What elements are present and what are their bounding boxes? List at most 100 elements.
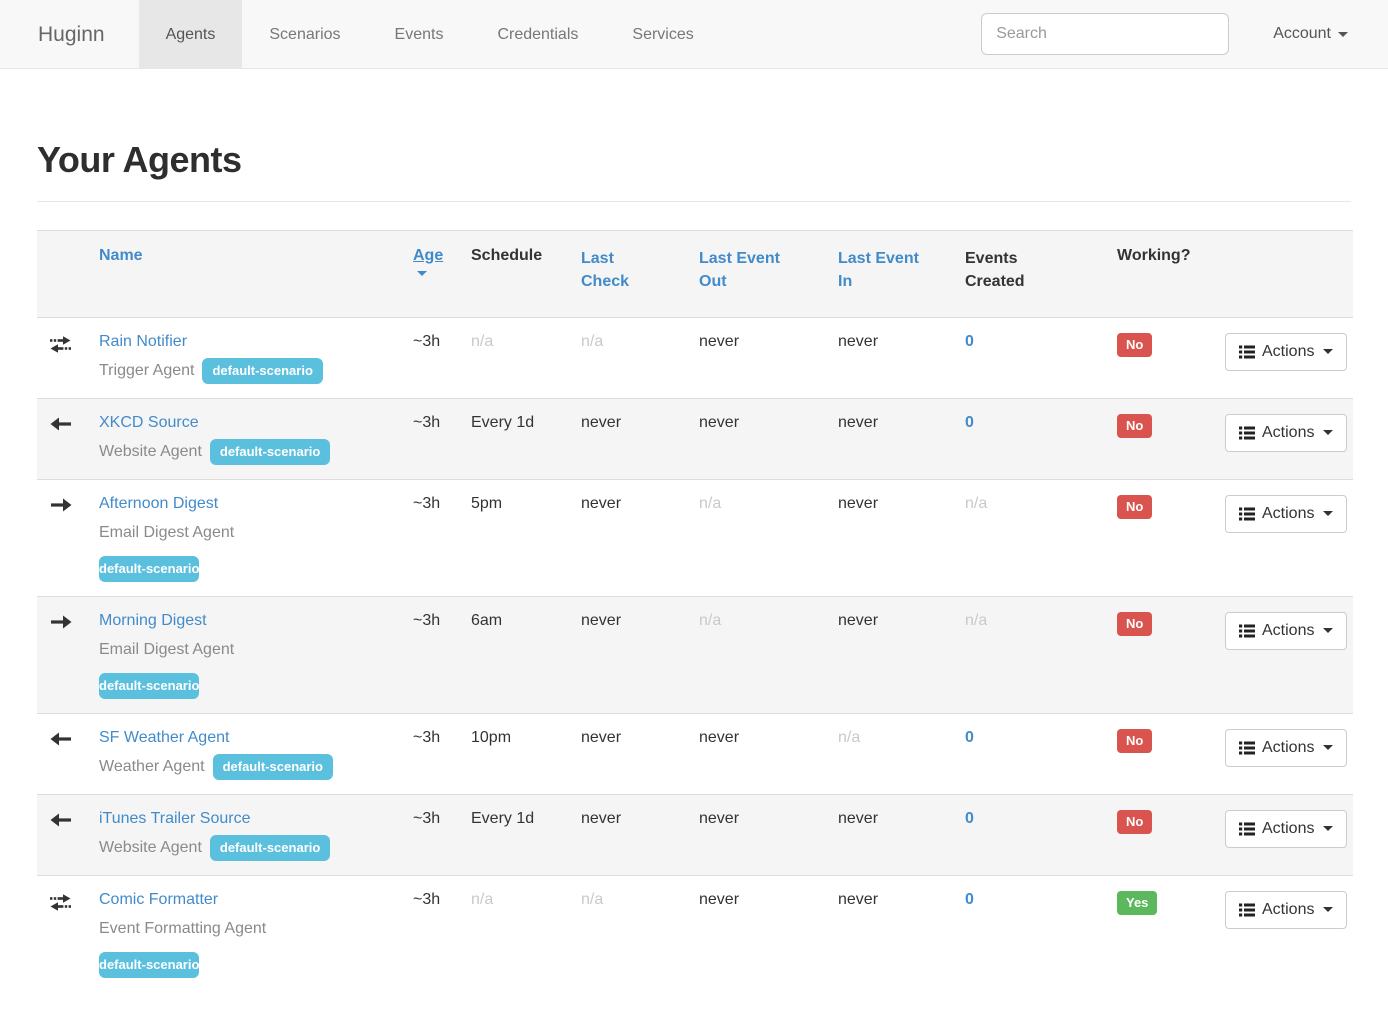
agent-subline: Email Digest Agent default-scenario [99,520,397,583]
agent-name-link[interactable]: Morning Digest [99,612,207,630]
title-divider [37,201,1351,202]
last-check-cell: never [573,398,691,480]
actions-button-label: Actions [1262,901,1315,919]
scenario-badge[interactable]: default-scenario [209,835,331,862]
table-header-row: Name Age Schedule Last Check Last Event … [37,229,1353,319]
agent-row: SF Weather Agent Weather Agent default-sc… [37,713,1353,795]
agent-name-link[interactable]: Comic Formatter [99,891,219,909]
agent-type-label: Trigger Agent [99,362,195,380]
agent-flow-cell [37,875,91,993]
working-header-label: Working? [1117,247,1191,264]
nav-item-events[interactable]: Events [394,26,444,43]
actions-button[interactable]: Actions [1225,333,1348,371]
agent-name-link[interactable]: Afternoon Digest [99,495,219,513]
agent-flow-cell [37,794,91,876]
schedule-cell: Every 1d [463,794,573,876]
scenario-badge[interactable]: default-scenario [209,439,331,466]
actions-cell: Actions [1217,318,1353,399]
agent-name-link[interactable]: iTunes Trailer Source [99,810,251,828]
events-created-cell: 0 [957,794,1109,876]
actions-button[interactable]: Actions [1225,810,1348,848]
scenario-badge[interactable]: default-scenario [99,673,200,700]
agent-name-link[interactable]: Rain Notifier [99,333,188,351]
age-cell: ~3h [405,479,463,597]
agent-name-cell: iTunes Trailer Source Website Agent defau… [91,794,405,876]
scenario-badge[interactable]: default-scenario [212,754,333,781]
working-cell: No [1109,794,1217,876]
agent-subline: Website Agent default-scenario [99,439,397,466]
brand-link[interactable]: Huginn [38,23,105,46]
scenario-badge[interactable]: default-scenario [99,952,200,979]
agent-name-cell: Comic Formatter Event Formatting Agent de… [91,875,405,993]
events-created-cell: 0 [957,398,1109,480]
bidirectional-arrows-icon [50,336,71,354]
list-icon [1239,741,1255,755]
account-menu[interactable]: Account [1273,25,1348,43]
actions-button-label: Actions [1262,739,1315,757]
working-status-badge: Yes [1117,891,1158,916]
actions-button[interactable]: Actions [1225,729,1348,767]
last-event-in-cell: never [830,596,957,714]
events-created-link[interactable]: 0 [965,414,974,432]
main-content: Your Agents Name Age Schedule Last Check… [0,139,1388,1032]
sort-by-name-link[interactable]: Name [99,247,143,264]
nav-item-credentials[interactable]: Credentials [497,26,579,43]
agent-name-link[interactable]: XKCD Source [99,414,199,432]
agent-row: Comic Formatter Event Formatting Agent de… [37,875,1353,993]
nav-item-scenarios[interactable]: Scenarios [269,26,341,43]
navbar: Huginn Agents Scenarios Events Credentia… [0,0,1388,69]
actions-button[interactable]: Actions [1225,495,1348,533]
last-event-in-cell: never [830,398,957,480]
column-header-events-created: Events Created [957,229,1109,319]
actions-cell: Actions [1217,398,1353,480]
agent-flow-cell [37,318,91,399]
sort-by-last-event-in-link[interactable]: Last Event In [838,250,919,291]
agent-row: iTunes Trailer Source Website Agent defau… [37,794,1353,876]
right-arrow-icon [51,615,72,629]
agent-row: XKCD Source Website Agent default-scenari… [37,398,1353,480]
left-arrow-icon [50,732,71,746]
age-cell: ~3h [405,596,463,714]
last-event-out-cell: n/a [691,596,830,714]
events-created-link[interactable]: 0 [965,810,974,828]
actions-button[interactable]: Actions [1225,612,1348,650]
scenario-badge[interactable]: default-scenario [202,358,323,385]
nav-item-services[interactable]: Services [632,26,694,43]
last-check-cell: never [573,596,691,714]
agent-type-label: Email Digest Agent [99,524,235,542]
left-arrow-icon [50,417,71,431]
actions-button[interactable]: Actions [1225,891,1348,929]
caret-down-icon [1323,430,1334,436]
sort-by-age-link[interactable]: Age [413,247,444,264]
nav-item-agents[interactable]: Agents [138,0,243,68]
list-icon [1239,624,1255,638]
sort-by-last-check-link[interactable]: Last Check [581,250,630,291]
agent-name-link[interactable]: SF Weather Agent [99,729,230,747]
last-event-out-cell: n/a [691,479,830,597]
search-input[interactable] [981,13,1230,55]
events-created-link: n/a [965,495,988,513]
schedule-cell: n/a [471,333,494,351]
list-icon [1239,507,1255,521]
last-event-out-cell: never [691,398,830,480]
sort-by-last-event-out-link[interactable]: Last Event Out [699,250,780,291]
last-check-cell: never [573,794,691,876]
events-created-link[interactable]: 0 [965,729,974,747]
actions-button[interactable]: Actions [1225,414,1348,452]
agent-row: Rain Notifier Trigger Agent default-scena… [37,318,1353,399]
agent-type-label: Website Agent [99,839,202,857]
events-created-link[interactable]: 0 [965,891,974,909]
actions-cell: Actions [1217,713,1353,795]
events-created-link[interactable]: 0 [965,333,974,351]
working-cell: No [1109,398,1217,480]
scenario-badge[interactable]: default-scenario [99,556,200,583]
agent-flow-cell [37,479,91,597]
agent-subline: Event Formatting Agent default-scenario [99,916,397,979]
schedule-cell: n/a [463,875,573,993]
schedule-cell: 6am [463,596,573,714]
agent-name-cell: XKCD Source Website Agent default-scenari… [91,398,405,480]
agent-subline: Website Agent default-scenario [99,835,397,862]
last-check-cell: never [573,479,691,597]
agent-subline: Weather Agent default-scenario [99,754,397,781]
agent-name-cell: Rain Notifier Trigger Agent default-scena… [91,318,405,399]
